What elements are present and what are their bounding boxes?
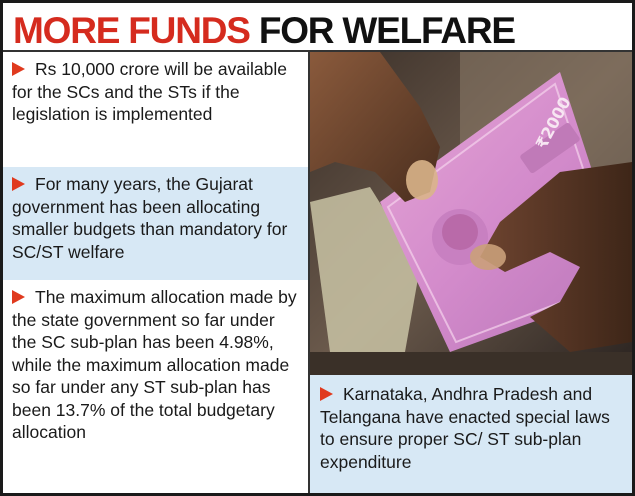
points-column: Rs 10,000 crore will be available for th…: [3, 52, 308, 493]
photo-bottom-shade: [310, 352, 632, 375]
headline: MORE FUNDS FOR WELFARE: [13, 9, 516, 53]
point-1: Rs 10,000 crore will be available for th…: [3, 52, 308, 167]
point-3: The maximum allocation made by the state…: [3, 280, 308, 493]
thumbnail-right: [470, 244, 506, 270]
headline-red: MORE FUNDS: [13, 10, 251, 51]
banknote-photo: ₹2000: [310, 52, 632, 375]
bullet-arrow-icon: [12, 177, 25, 191]
bullet-arrow-icon: [12, 62, 25, 76]
point-1-text: Rs 10,000 crore will be available for th…: [12, 59, 287, 124]
thumbnail-left: [406, 160, 438, 200]
caption-box: Karnataka, Andhra Pradesh and Telangana …: [310, 375, 632, 493]
banknote-photo-illustration: ₹2000: [310, 52, 632, 375]
caption-text: Karnataka, Andhra Pradesh and Telangana …: [320, 384, 610, 472]
point-2: For many years, the Gujarat government h…: [3, 167, 308, 280]
pink-banknote: ₹2000: [380, 72, 630, 352]
bullet-arrow-icon: [12, 290, 25, 304]
bullet-arrow-icon: [320, 387, 333, 401]
right-hand: [480, 162, 632, 352]
point-3-text: The maximum allocation made by the state…: [12, 287, 297, 442]
point-2-text: For many years, the Gujarat government h…: [12, 174, 288, 262]
headline-black: FOR WELFARE: [258, 10, 516, 51]
title-divider: [3, 50, 632, 52]
column-divider: [308, 52, 310, 493]
left-hand: [310, 52, 440, 202]
